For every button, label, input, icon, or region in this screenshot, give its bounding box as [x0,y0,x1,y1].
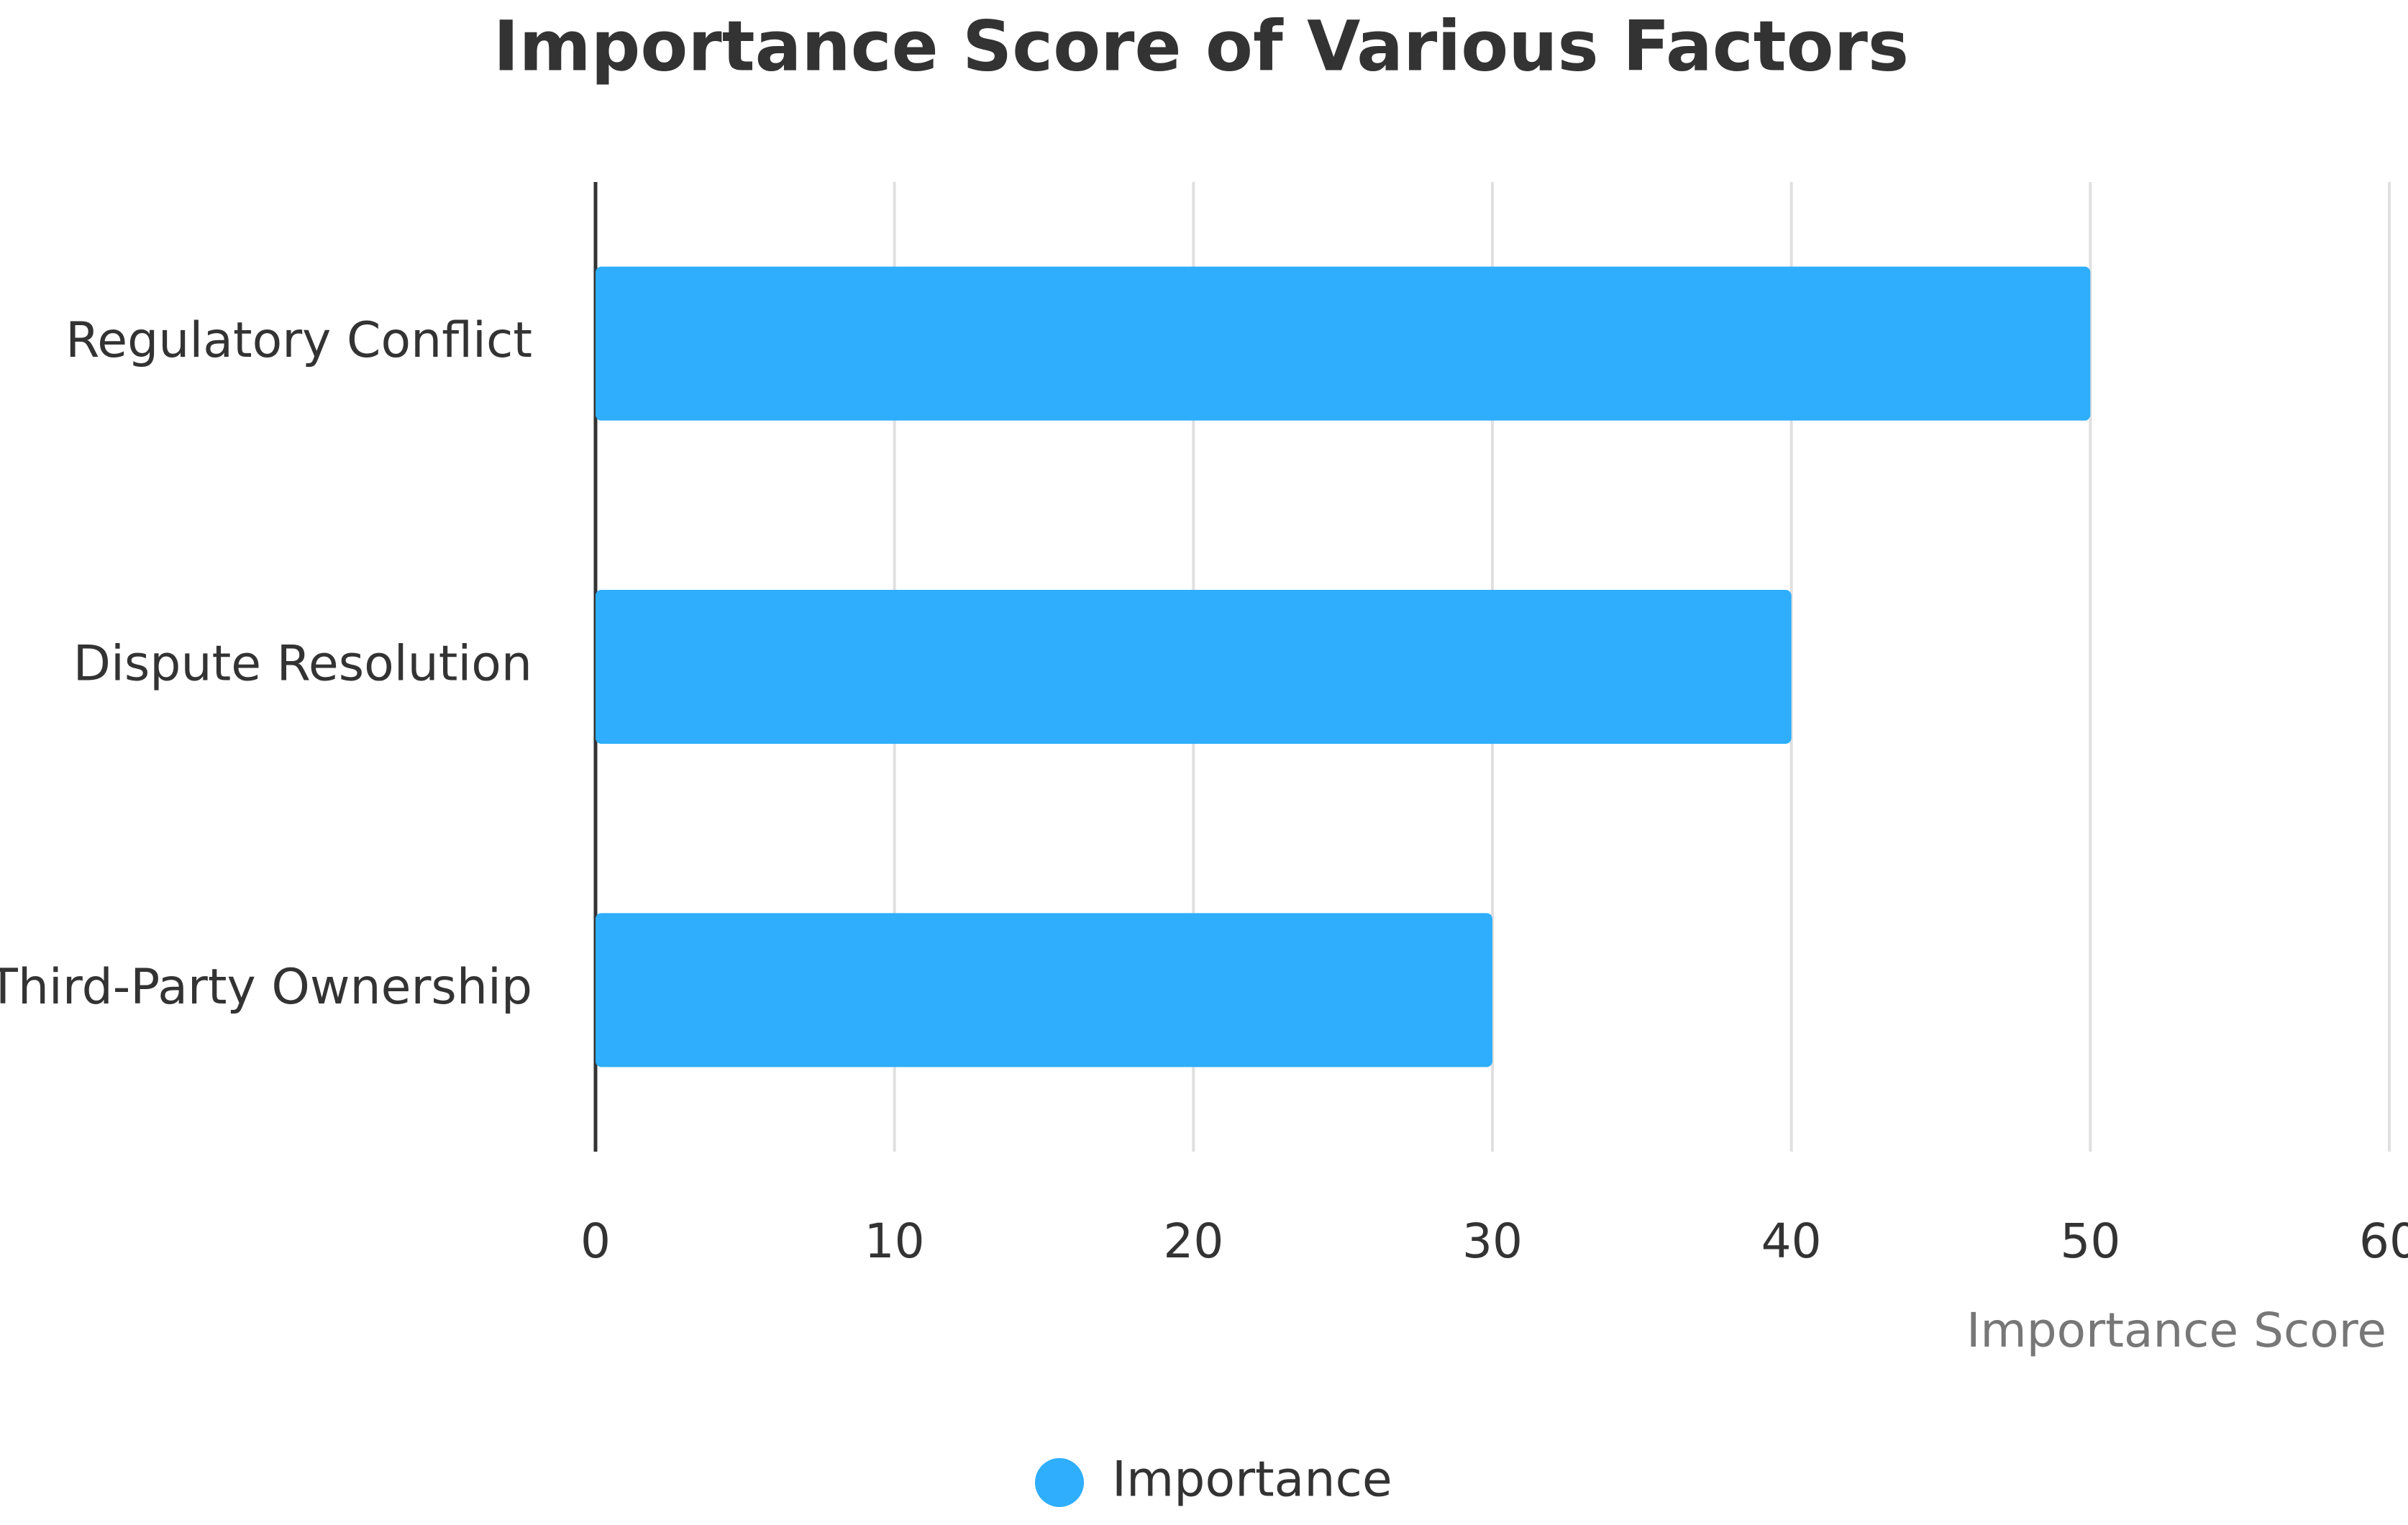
x-tick-label: 0 [580,1214,611,1269]
x-tick-label: 40 [1761,1214,1822,1269]
bar [596,913,1492,1068]
x-tick-label: 10 [865,1214,925,1269]
y-tick-label: Regulatory Conflict [65,312,532,369]
y-tick-label: Dispute Resolution [73,636,532,693]
chart-title: Importance Score of Various Factors [493,6,1909,86]
x-tick-label: 60 [2359,1214,2408,1269]
legend-label: Importance [1112,1452,1392,1508]
x-axis-title: Importance Score [1966,1303,2386,1358]
bar [596,590,1792,744]
legend-marker [1035,1458,1084,1507]
bar [596,266,2091,421]
y-tick-label: Third-Party Ownership [0,959,532,1016]
x-tick-label: 30 [1462,1214,1523,1269]
x-tick-label: 50 [2060,1214,2120,1269]
x-tick-label: 20 [1163,1214,1223,1269]
